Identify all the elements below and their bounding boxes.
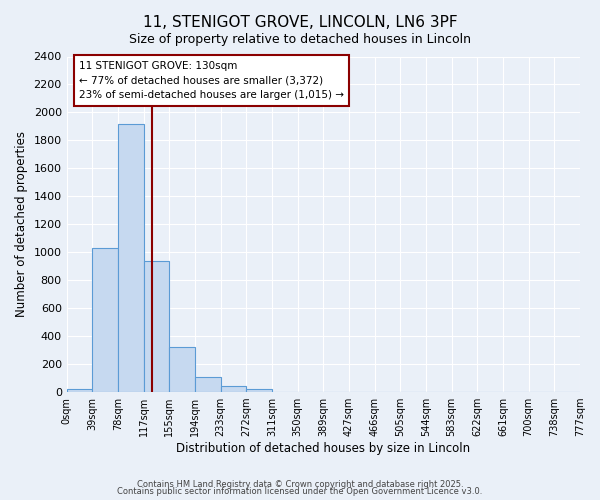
- Bar: [195, 378, 221, 392]
- Text: Size of property relative to detached houses in Lincoln: Size of property relative to detached ho…: [129, 32, 471, 46]
- Text: Contains public sector information licensed under the Open Government Licence v3: Contains public sector information licen…: [118, 487, 482, 496]
- Bar: [143, 260, 169, 392]
- Text: 11, STENIGOT GROVE, LINCOLN, LN6 3PF: 11, STENIGOT GROVE, LINCOLN, LN6 3PF: [143, 15, 457, 30]
- Text: Contains HM Land Registry data © Crown copyright and database right 2025.: Contains HM Land Registry data © Crown c…: [137, 480, 463, 489]
- Bar: [92, 248, 118, 392]
- Text: 11 STENIGOT GROVE: 130sqm
← 77% of detached houses are smaller (3,372)
23% of se: 11 STENIGOT GROVE: 130sqm ← 77% of detac…: [79, 60, 344, 100]
- Bar: [221, 386, 247, 392]
- Bar: [247, 390, 272, 392]
- Y-axis label: Number of detached properties: Number of detached properties: [15, 132, 28, 318]
- X-axis label: Distribution of detached houses by size in Lincoln: Distribution of detached houses by size …: [176, 442, 470, 455]
- Bar: [67, 390, 92, 392]
- Bar: [118, 124, 143, 392]
- Bar: [169, 348, 195, 392]
